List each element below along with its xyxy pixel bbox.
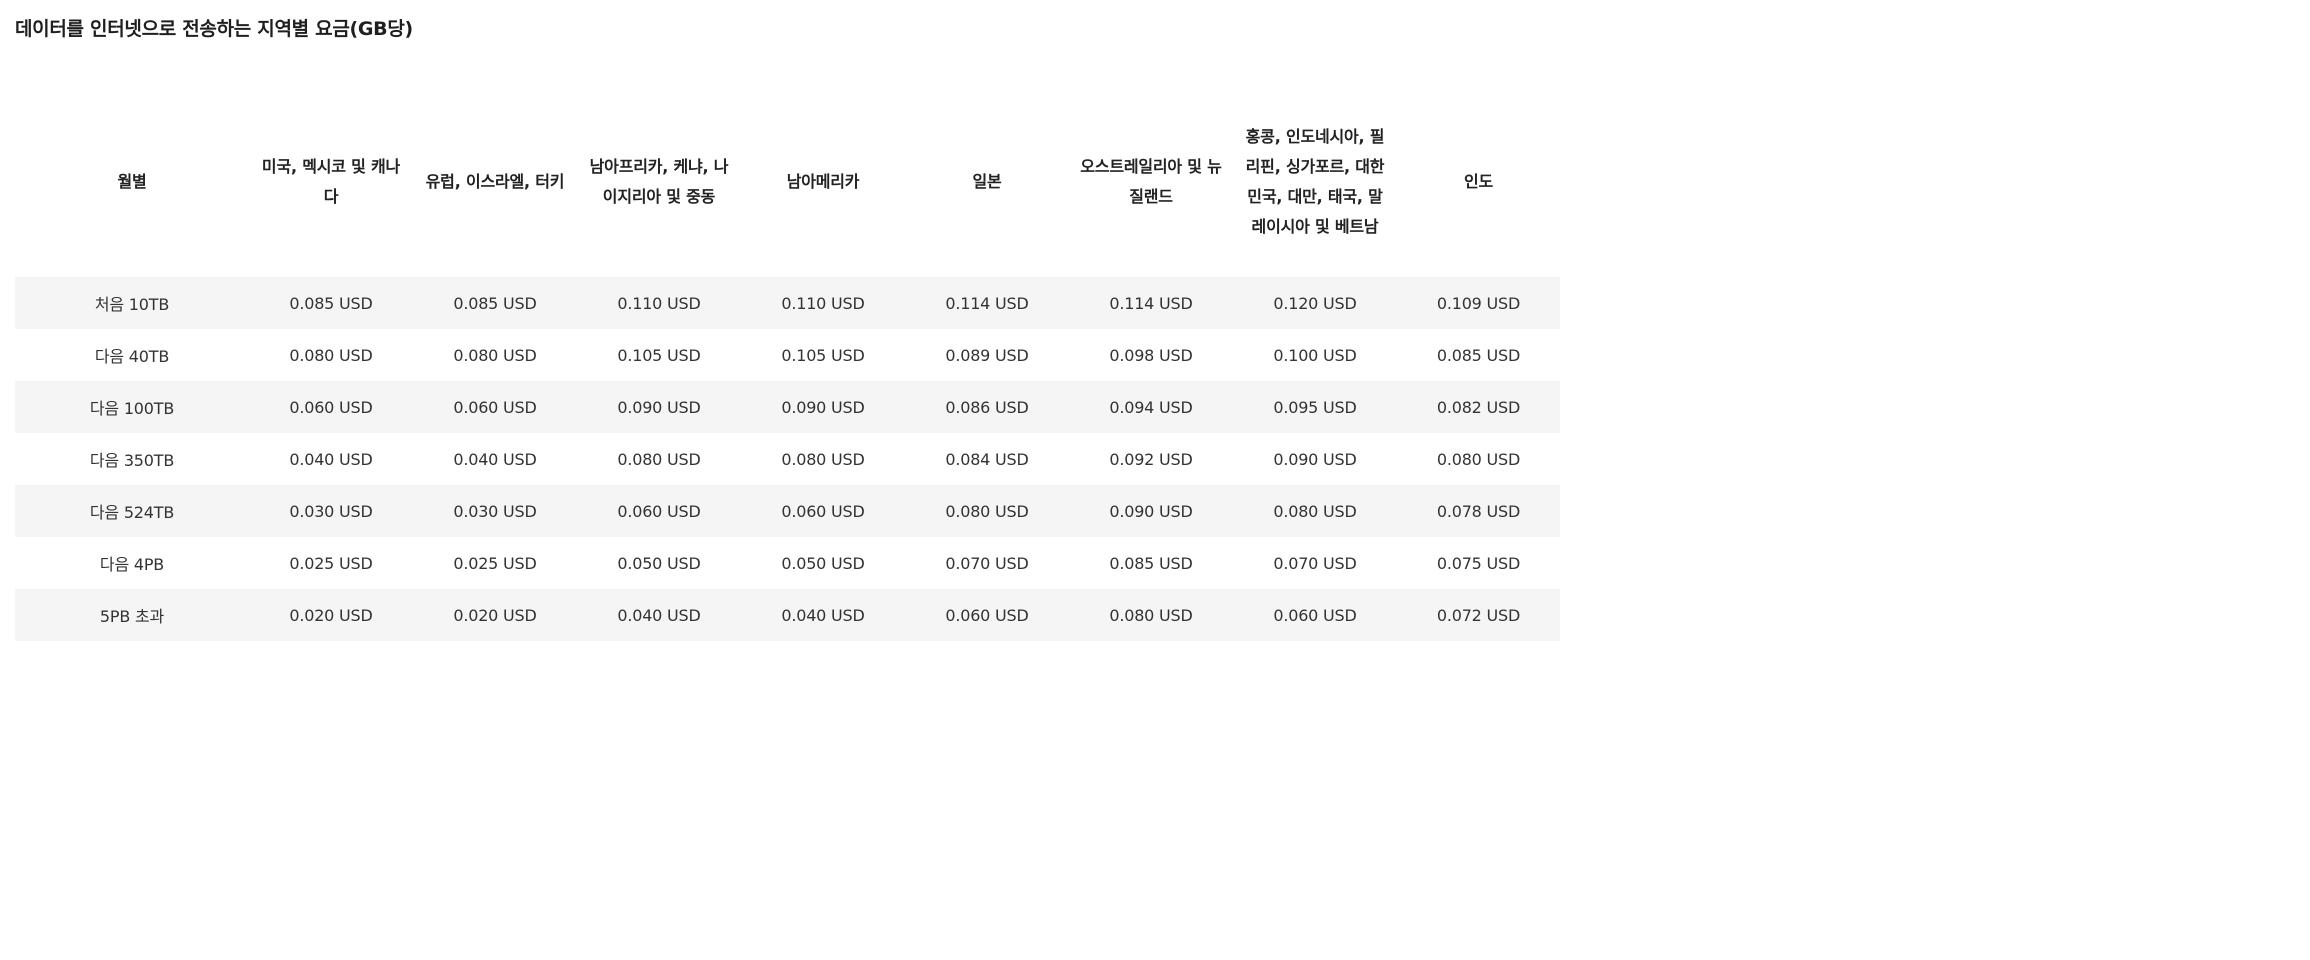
price-cell: 0.080 USD [1109, 605, 1193, 625]
price-cell: 0.072 USD [1436, 605, 1521, 625]
price-cell: 0.040 USD [617, 605, 701, 625]
price-cell: 0.090 USD [1273, 449, 1357, 469]
price-cell: 0.060 USD [1273, 605, 1357, 625]
page-title: 데이터를 인터넷으로 전송하는 지역별 요금(GB당) [15, 18, 413, 40]
price-cell: 0.080 USD [617, 449, 701, 469]
price-cell: 0.060 USD [945, 605, 1029, 625]
price-cell: 0.040 USD [289, 449, 373, 469]
table-row: 5PB 초과 0.020 USD 0.020 USD 0.040 USD 0.0… [15, 589, 1560, 641]
price-cell: 0.100 USD [1273, 345, 1357, 365]
header-europe-israel-turkey: 유럽, 이스라엘, 터키 [425, 172, 565, 191]
tier-cell: 다음 524TB [89, 503, 175, 522]
price-cell: 0.109 USD [1436, 293, 1521, 313]
price-cell: 0.086 USD [945, 397, 1029, 417]
tier-cell: 다음 350TB [89, 451, 175, 470]
price-cell: 0.060 USD [617, 501, 701, 521]
price-cell: 0.095 USD [1273, 397, 1357, 417]
price-cell: 0.060 USD [453, 397, 537, 417]
price-cell: 0.040 USD [781, 605, 865, 625]
header-period: 월별 [117, 172, 147, 191]
price-cell: 0.090 USD [1109, 501, 1193, 521]
price-cell: 0.089 USD [945, 345, 1029, 365]
price-cell: 0.060 USD [289, 397, 373, 417]
price-cell: 0.105 USD [781, 345, 865, 365]
price-cell: 0.070 USD [945, 553, 1029, 573]
header-japan: 일본 [972, 172, 1002, 191]
price-cell: 0.030 USD [289, 501, 373, 521]
price-cell: 0.078 USD [1436, 501, 1521, 521]
tier-cell: 5PB 초과 [99, 607, 165, 626]
price-cell: 0.050 USD [781, 553, 865, 573]
table-row: 다음 350TB 0.040 USD 0.040 USD 0.080 USD 0… [15, 433, 1560, 485]
table-row: 다음 40TB 0.080 USD 0.080 USD 0.105 USD 0.… [15, 329, 1560, 381]
price-cell: 0.082 USD [1436, 397, 1521, 417]
price-cell: 0.075 USD [1436, 553, 1521, 573]
price-cell: 0.114 USD [1109, 293, 1193, 313]
header-us-mexico-canada: 미국, 멕시코 및 캐나다 [261, 157, 401, 206]
header-asia-pacific: 홍콩, 인도네시아, 필리핀, 싱가포르, 대한민국, 대만, 태국, 말레이시… [1245, 127, 1385, 236]
price-cell: 0.105 USD [617, 345, 701, 365]
table-row: 다음 4PB 0.025 USD 0.025 USD 0.050 USD 0.0… [15, 537, 1560, 589]
price-cell: 0.080 USD [945, 501, 1029, 521]
price-cell: 0.020 USD [453, 605, 537, 625]
table-row: 다음 524TB 0.030 USD 0.030 USD 0.060 USD 0… [15, 485, 1560, 537]
header-india: 인도 [1463, 172, 1494, 191]
header-south-africa-kenya-nigeria-middle-east: 남아프리카, 케냐, 나이지리아 및 중동 [589, 157, 729, 206]
price-cell: 0.098 USD [1109, 345, 1193, 365]
price-cell: 0.080 USD [289, 345, 373, 365]
price-cell: 0.110 USD [617, 293, 701, 313]
price-cell: 0.092 USD [1109, 449, 1193, 469]
price-cell: 0.090 USD [617, 397, 701, 417]
price-cell: 0.085 USD [289, 293, 373, 313]
price-cell: 0.080 USD [453, 345, 537, 365]
header-row: 월별 미국, 멕시코 및 캐나다 유럽, 이스라엘, 터키 남아프리카, 케냐,… [15, 87, 1560, 277]
price-cell: 0.020 USD [289, 605, 373, 625]
pricing-table: 월별 미국, 멕시코 및 캐나다 유럽, 이스라엘, 터키 남아프리카, 케냐,… [15, 87, 1560, 641]
price-cell: 0.025 USD [289, 553, 373, 573]
price-cell: 0.090 USD [781, 397, 865, 417]
price-cell: 0.080 USD [1436, 449, 1521, 469]
price-cell: 0.025 USD [453, 553, 537, 573]
price-cell: 0.084 USD [945, 449, 1029, 469]
price-cell: 0.120 USD [1273, 293, 1357, 313]
tier-cell: 다음 4PB [99, 555, 165, 574]
header-south-america: 남아메리카 [786, 172, 860, 191]
price-cell: 0.085 USD [1436, 345, 1521, 365]
tier-cell: 다음 100TB [89, 399, 175, 418]
price-cell: 0.110 USD [781, 293, 865, 313]
price-cell: 0.085 USD [1109, 553, 1193, 573]
table-row: 다음 100TB 0.060 USD 0.060 USD 0.090 USD 0… [15, 381, 1560, 433]
price-cell: 0.085 USD [453, 293, 537, 313]
price-cell: 0.094 USD [1109, 397, 1193, 417]
price-cell: 0.070 USD [1273, 553, 1357, 573]
price-cell: 0.114 USD [945, 293, 1029, 313]
price-cell: 0.040 USD [453, 449, 537, 469]
price-cell: 0.060 USD [781, 501, 865, 521]
header-australia-new-zealand: 오스트레일리아 및 뉴질랜드 [1080, 157, 1222, 206]
table-row: 처음 10TB 0.085 USD 0.085 USD 0.110 USD 0.… [15, 277, 1560, 329]
tier-cell: 다음 40TB [94, 347, 170, 366]
price-cell: 0.080 USD [781, 449, 865, 469]
price-cell: 0.030 USD [453, 501, 537, 521]
price-cell: 0.050 USD [617, 553, 701, 573]
price-cell: 0.080 USD [1273, 501, 1357, 521]
tier-cell: 처음 10TB [94, 295, 170, 314]
